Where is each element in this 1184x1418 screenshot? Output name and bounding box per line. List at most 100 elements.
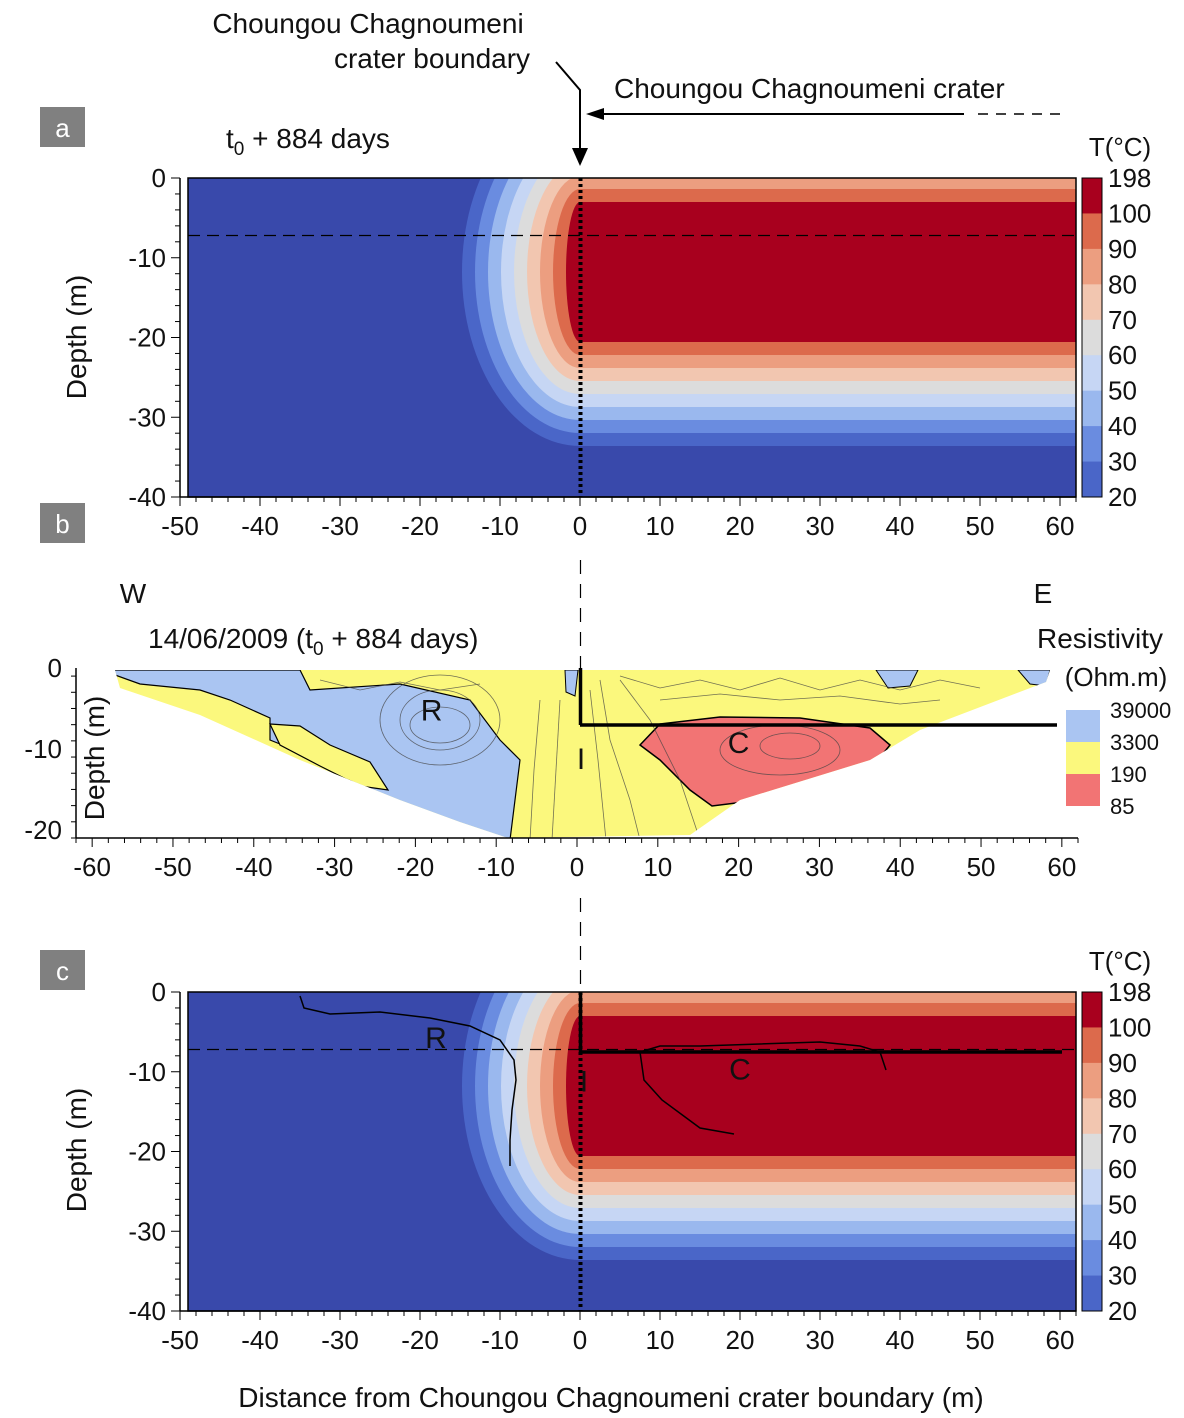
colorbar-label: 30	[1108, 1261, 1137, 1291]
x-tick-label: -50	[161, 511, 199, 541]
colorbar-swatch	[1082, 426, 1102, 463]
y-tick-label: 0	[152, 163, 166, 193]
panel-b-legend-title-2: (Ohm.m)	[1065, 662, 1168, 692]
panel-b-label-box	[40, 503, 85, 543]
crater-label: Choungou Chagnoumeni crater	[614, 73, 1005, 104]
x-tick-label: -10	[481, 1325, 519, 1355]
panel-a-label: a	[55, 113, 70, 143]
x-tick-label: 40	[886, 511, 915, 541]
x-tick-label: 0	[573, 1325, 587, 1355]
zone-label-i: I	[580, 1066, 588, 1099]
x-tick-label: 20	[724, 852, 753, 882]
panel-b-west: W	[120, 578, 147, 609]
panel-c-ylabel: Depth (m)	[61, 1088, 92, 1212]
colorbar-swatch	[1082, 1062, 1102, 1099]
y-tick-label: -40	[128, 1296, 166, 1326]
colorbar-label: 90	[1108, 1048, 1137, 1078]
x-tick-label: 30	[805, 852, 834, 882]
panel-a: a t0 + 884 days -50 -40 -30 -20 -10 0 10 20 30 40…	[40, 107, 1151, 541]
panel-b-legend-title-1: Resistivity	[1037, 623, 1163, 654]
resistivity-legend-label: 85	[1110, 794, 1134, 819]
zone-label-r: R	[421, 695, 443, 728]
colorbar-title: T(°C)	[1089, 946, 1151, 976]
x-tick-label: -20	[401, 1325, 439, 1355]
colorbar-label: 100	[1108, 198, 1151, 228]
y-tick-label: -20	[128, 323, 166, 353]
y-tick-label: -10	[128, 1057, 166, 1087]
x-tick-label: -40	[235, 852, 273, 882]
x-tick-label: 0	[573, 511, 587, 541]
colorbar-swatch	[1082, 992, 1102, 1028]
y-tick-label: -40	[128, 482, 166, 512]
x-tick-label: 20	[726, 511, 755, 541]
resistivity-legend-swatch	[1066, 710, 1100, 742]
zone-label-i: I	[577, 743, 585, 776]
x-tick-label: 60	[1046, 511, 1075, 541]
colorbar-swatch	[1082, 1133, 1102, 1170]
x-tick-label: 60	[1047, 852, 1076, 882]
x-tick-label: 20	[726, 1325, 755, 1355]
colorbar-swatch	[1082, 213, 1102, 250]
colorbar-label: 20	[1108, 482, 1137, 512]
resistivity-legend-swatch	[1066, 742, 1100, 774]
x-tick-label: -20	[401, 511, 439, 541]
panel-a-title: t0 + 884 days	[226, 123, 390, 160]
resistivity-contours	[319, 674, 981, 838]
colorbar-label: 90	[1108, 234, 1137, 264]
panel-b-east: E	[1034, 578, 1053, 609]
y-tick-label: -10	[24, 734, 62, 764]
colorbar-label: 70	[1108, 1119, 1137, 1149]
x-tick-label: -60	[73, 852, 111, 882]
colorbar-swatch	[1082, 248, 1102, 285]
colorbar-label: 60	[1108, 1154, 1137, 1184]
colorbar-swatch	[1082, 1204, 1102, 1241]
colorbar-swatch	[1082, 319, 1102, 356]
colorbar-swatch	[1082, 1098, 1102, 1135]
resistivity-legend-label: 3300	[1110, 730, 1159, 755]
colorbar-swatch	[1082, 461, 1102, 498]
panel-a-ylabel: Depth (m)	[61, 275, 92, 399]
colorbar-label: 80	[1108, 1083, 1137, 1113]
panel-c-label-box	[40, 950, 85, 990]
y-tick-label: -30	[128, 1216, 166, 1246]
colorbar-label: 40	[1108, 411, 1137, 441]
colorbar-label: 50	[1108, 376, 1137, 406]
colorbar-label: 30	[1108, 447, 1137, 477]
colorbar-swatch	[1082, 1275, 1102, 1312]
colorbar-frame	[1081, 177, 1103, 498]
panel-b-ylabel: Depth (m)	[79, 696, 110, 820]
panel-c-temperature-field	[188, 992, 1076, 1311]
x-tick-label: 50	[966, 511, 995, 541]
y-tick-label: -20	[128, 1137, 166, 1167]
x-tick-label: 40	[886, 1325, 915, 1355]
zone-resistive-small-2	[875, 670, 919, 689]
panel-a-temperature-field	[188, 178, 1076, 497]
x-tick-label: -40	[241, 511, 279, 541]
boundary-arrow-head	[572, 148, 588, 166]
colorbar-swatch	[1082, 178, 1102, 214]
y-tick-label: 0	[152, 977, 166, 1007]
panel-c: c RCI -50 -40 -30 -20 -10 0 10 20 30 40 50 600-10-2…	[40, 946, 1151, 1413]
x-tick-label: 30	[806, 511, 835, 541]
zone-resistive-small-1	[564, 670, 579, 697]
x-tick-label: -30	[316, 852, 354, 882]
zone-label-c: C	[728, 727, 750, 760]
colorbar-swatch	[1082, 1169, 1102, 1206]
colorbar-label: 80	[1108, 269, 1137, 299]
x-tick-label: -30	[321, 1325, 359, 1355]
boundary-label-line2: crater boundary	[334, 43, 530, 74]
x-tick-label: -50	[161, 1325, 199, 1355]
x-tick-label: -40	[241, 1325, 279, 1355]
x-tick-label: -20	[397, 852, 435, 882]
colorbar-swatch	[1082, 284, 1102, 321]
resistivity-legend-label: 190	[1110, 762, 1147, 787]
colorbar-label: 198	[1108, 163, 1151, 193]
x-tick-label: -30	[321, 511, 359, 541]
panel-c-xlabel: Distance from Choungou Chagnoumeni crate…	[238, 1382, 984, 1413]
x-tick-label: 40	[886, 852, 915, 882]
panel-b-title: 14/06/2009 (t0 + 884 days)	[148, 623, 478, 660]
panel-b: b W E 14/06/2009 (t0 + 884 days)	[24, 503, 1171, 990]
crater-arrow-head	[586, 108, 604, 120]
colorbar-swatch	[1082, 390, 1102, 427]
